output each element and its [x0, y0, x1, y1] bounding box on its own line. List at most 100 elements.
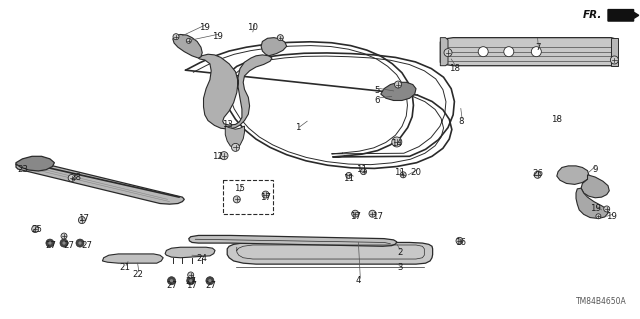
Text: 19: 19 — [200, 23, 210, 32]
Circle shape — [32, 226, 38, 233]
Polygon shape — [611, 38, 618, 66]
Text: 25: 25 — [31, 225, 43, 234]
Text: 27: 27 — [81, 241, 92, 250]
Text: 26: 26 — [532, 169, 543, 178]
Circle shape — [360, 169, 367, 174]
Text: 13: 13 — [221, 120, 233, 129]
Circle shape — [395, 81, 401, 88]
Polygon shape — [165, 247, 215, 258]
Text: 27: 27 — [63, 241, 75, 250]
Polygon shape — [102, 254, 163, 263]
Circle shape — [478, 47, 488, 57]
Polygon shape — [227, 242, 433, 264]
Text: 9: 9 — [593, 165, 598, 174]
Circle shape — [444, 48, 452, 57]
Text: 17: 17 — [260, 193, 271, 202]
Text: 21: 21 — [119, 263, 131, 272]
Text: 11: 11 — [356, 165, 367, 174]
Circle shape — [76, 239, 84, 247]
Text: 22: 22 — [132, 270, 143, 279]
Circle shape — [277, 35, 284, 41]
Text: 24: 24 — [196, 254, 207, 263]
Circle shape — [187, 277, 195, 285]
Bar — [223, 180, 273, 214]
Polygon shape — [440, 38, 618, 66]
Polygon shape — [440, 38, 448, 66]
Text: 17: 17 — [77, 214, 89, 223]
Text: 16: 16 — [455, 238, 467, 247]
Text: 10: 10 — [247, 23, 259, 32]
Text: 14: 14 — [391, 139, 403, 148]
Polygon shape — [381, 82, 416, 100]
Polygon shape — [173, 34, 202, 58]
Circle shape — [531, 47, 541, 57]
Text: 17: 17 — [349, 212, 361, 221]
Polygon shape — [225, 126, 244, 147]
Circle shape — [46, 239, 54, 247]
Text: 1: 1 — [295, 123, 300, 132]
Text: 19: 19 — [212, 32, 223, 41]
Circle shape — [60, 239, 68, 247]
Text: 28: 28 — [70, 173, 81, 182]
Text: FR.: FR. — [582, 10, 602, 20]
Text: 27: 27 — [185, 277, 196, 286]
Circle shape — [170, 279, 173, 282]
Text: 3: 3 — [397, 263, 403, 272]
Text: 19: 19 — [590, 204, 600, 213]
Circle shape — [504, 47, 514, 57]
Circle shape — [346, 173, 352, 178]
Text: 27: 27 — [205, 281, 217, 290]
Text: 7: 7 — [535, 43, 540, 52]
Circle shape — [400, 172, 406, 178]
Polygon shape — [581, 175, 609, 198]
Text: 17: 17 — [186, 281, 198, 290]
Text: 5: 5 — [375, 86, 380, 95]
Text: 18: 18 — [551, 115, 563, 124]
Circle shape — [61, 233, 67, 239]
Circle shape — [79, 217, 85, 224]
Text: 4: 4 — [356, 276, 361, 285]
Circle shape — [534, 171, 541, 178]
Text: TM84B4650A: TM84B4650A — [577, 297, 627, 306]
Text: 18: 18 — [449, 64, 460, 73]
Circle shape — [392, 137, 402, 147]
Circle shape — [262, 191, 269, 198]
Circle shape — [232, 143, 239, 152]
Text: 17: 17 — [372, 212, 383, 221]
Circle shape — [63, 241, 65, 245]
Text: 19: 19 — [606, 212, 616, 221]
Circle shape — [220, 152, 228, 160]
Text: 11: 11 — [394, 168, 406, 177]
Polygon shape — [557, 166, 589, 184]
Text: 23: 23 — [17, 165, 28, 174]
Circle shape — [79, 241, 82, 245]
Circle shape — [186, 38, 191, 43]
Circle shape — [168, 277, 175, 285]
Circle shape — [611, 56, 618, 64]
Polygon shape — [16, 162, 184, 204]
Circle shape — [173, 34, 179, 40]
Polygon shape — [608, 10, 639, 21]
Circle shape — [369, 210, 376, 217]
Polygon shape — [198, 54, 272, 129]
Circle shape — [456, 237, 463, 244]
Polygon shape — [261, 38, 287, 56]
Circle shape — [596, 214, 601, 219]
Circle shape — [604, 206, 610, 212]
Circle shape — [234, 196, 240, 203]
Text: 8: 8 — [458, 117, 463, 126]
Text: 2: 2 — [397, 248, 403, 256]
Text: 20: 20 — [410, 168, 422, 177]
Circle shape — [209, 279, 211, 282]
Polygon shape — [16, 156, 54, 171]
Circle shape — [206, 277, 214, 285]
Text: 6: 6 — [375, 96, 380, 105]
Circle shape — [49, 241, 52, 245]
Text: 12: 12 — [212, 152, 223, 161]
Text: 27: 27 — [166, 281, 177, 290]
Text: 27: 27 — [45, 241, 57, 250]
Circle shape — [188, 272, 194, 278]
Circle shape — [68, 174, 75, 182]
Text: 11: 11 — [343, 174, 355, 183]
Circle shape — [189, 279, 192, 282]
